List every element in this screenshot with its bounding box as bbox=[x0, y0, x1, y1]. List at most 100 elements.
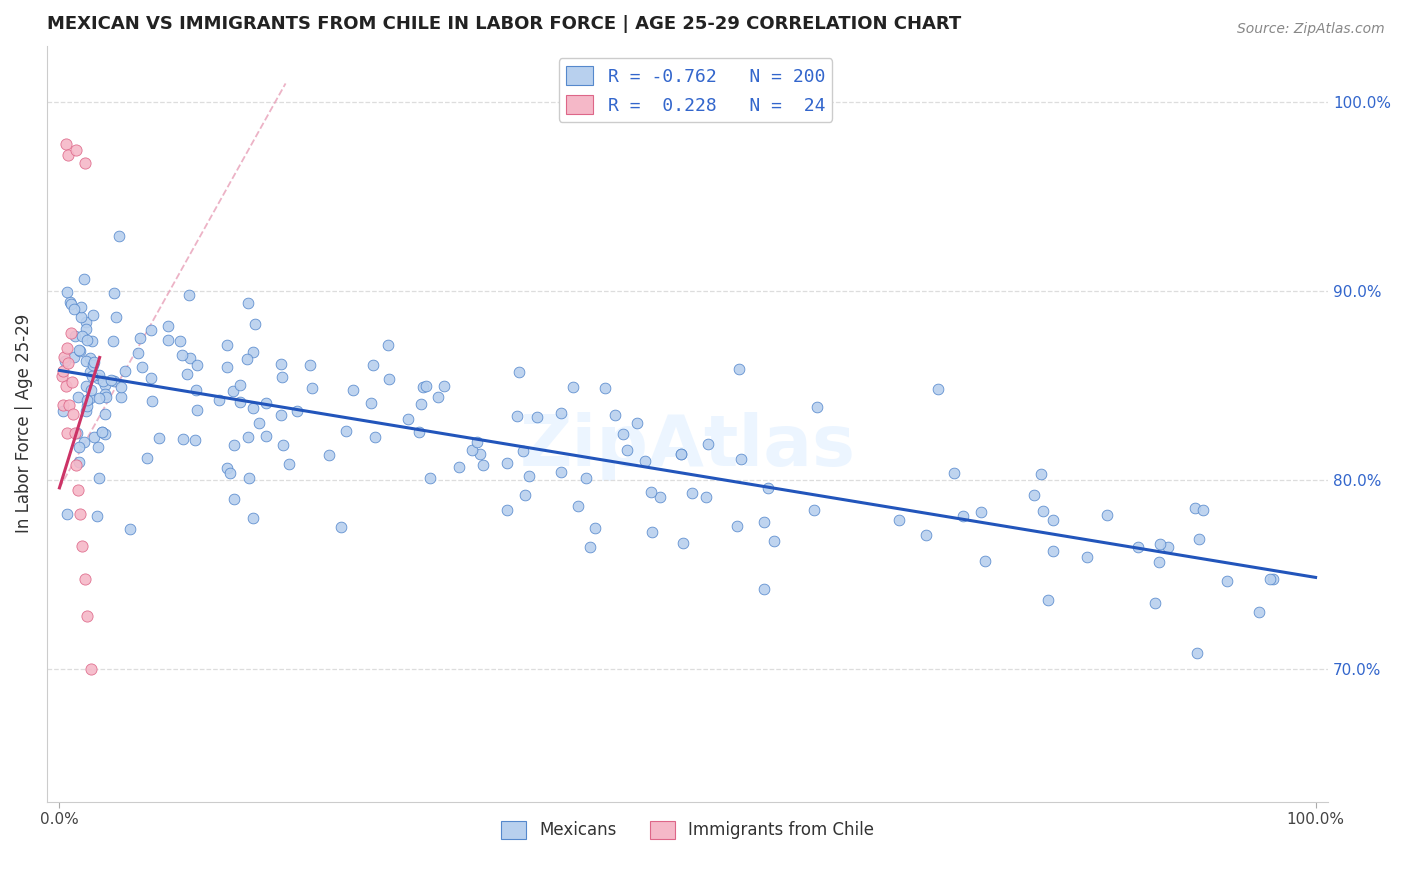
Point bbox=[229, 378, 252, 392]
Point bbox=[242, 401, 264, 416]
Point bbox=[1036, 593, 1059, 607]
Point bbox=[80, 369, 103, 384]
Point bbox=[51, 369, 73, 384]
Point bbox=[55, 379, 77, 393]
Point bbox=[254, 396, 277, 410]
Point bbox=[756, 481, 779, 495]
Point bbox=[242, 345, 264, 359]
Point bbox=[1261, 572, 1284, 586]
Point bbox=[148, 431, 170, 445]
Point bbox=[75, 379, 97, 393]
Point bbox=[75, 404, 97, 418]
Point bbox=[409, 397, 432, 411]
Point bbox=[65, 143, 87, 157]
Point bbox=[107, 229, 129, 244]
Point bbox=[93, 387, 115, 401]
Point bbox=[943, 467, 966, 481]
Point bbox=[184, 434, 207, 448]
Point bbox=[87, 368, 110, 382]
Point bbox=[1216, 574, 1239, 588]
Point bbox=[59, 326, 82, 340]
Point bbox=[55, 136, 77, 151]
Point bbox=[1188, 532, 1211, 546]
Point bbox=[806, 401, 828, 415]
Point bbox=[270, 369, 292, 384]
Point bbox=[973, 554, 995, 568]
Point bbox=[56, 426, 79, 441]
Text: MEXICAN VS IMMIGRANTS FROM CHILE IN LABOR FORCE | AGE 25-29 CORRELATION CHART: MEXICAN VS IMMIGRANTS FROM CHILE IN LABO… bbox=[46, 15, 962, 33]
Point bbox=[87, 440, 110, 454]
Point bbox=[889, 513, 911, 527]
Point bbox=[1076, 549, 1098, 564]
Point bbox=[433, 378, 456, 392]
Point bbox=[59, 295, 82, 310]
Point bbox=[575, 471, 598, 485]
Point bbox=[67, 440, 90, 454]
Point bbox=[215, 460, 238, 475]
Point bbox=[59, 297, 82, 311]
Text: ZipAtlas: ZipAtlas bbox=[519, 412, 855, 481]
Point bbox=[254, 429, 277, 443]
Point bbox=[120, 522, 142, 536]
Point bbox=[1192, 503, 1215, 517]
Point bbox=[495, 456, 517, 470]
Point bbox=[70, 300, 93, 314]
Point bbox=[94, 407, 117, 421]
Point bbox=[412, 380, 434, 394]
Point bbox=[52, 364, 75, 378]
Point bbox=[470, 447, 492, 461]
Point bbox=[89, 471, 111, 485]
Point bbox=[763, 534, 786, 549]
Point bbox=[82, 308, 104, 322]
Point bbox=[526, 410, 548, 425]
Point bbox=[285, 403, 308, 417]
Point bbox=[73, 434, 96, 449]
Point bbox=[60, 375, 83, 389]
Point bbox=[301, 381, 323, 395]
Point bbox=[110, 390, 132, 404]
Point bbox=[94, 377, 117, 392]
Point bbox=[87, 391, 110, 405]
Point bbox=[129, 331, 152, 345]
Point bbox=[179, 351, 201, 365]
Point bbox=[238, 471, 260, 485]
Point bbox=[62, 407, 84, 421]
Point bbox=[172, 433, 194, 447]
Point bbox=[927, 383, 949, 397]
Point bbox=[221, 384, 243, 399]
Point bbox=[62, 302, 84, 317]
Point bbox=[640, 485, 662, 500]
Point bbox=[215, 338, 238, 352]
Point bbox=[69, 508, 91, 522]
Point bbox=[76, 334, 98, 348]
Legend: Mexicans, Immigrants from Chile: Mexicans, Immigrants from Chile bbox=[494, 814, 882, 847]
Text: Source: ZipAtlas.com: Source: ZipAtlas.com bbox=[1237, 22, 1385, 37]
Point bbox=[270, 409, 292, 423]
Point bbox=[1144, 596, 1167, 610]
Point bbox=[508, 365, 530, 379]
Point bbox=[69, 344, 91, 359]
Point bbox=[1029, 467, 1052, 481]
Point bbox=[1187, 646, 1209, 660]
Point bbox=[612, 427, 634, 442]
Point bbox=[66, 390, 89, 404]
Point bbox=[271, 438, 294, 452]
Point bbox=[139, 370, 162, 384]
Point bbox=[75, 353, 97, 368]
Point bbox=[110, 380, 132, 394]
Point bbox=[318, 449, 340, 463]
Point bbox=[361, 358, 384, 372]
Point bbox=[52, 404, 75, 418]
Point bbox=[914, 528, 936, 542]
Point bbox=[53, 351, 76, 365]
Point bbox=[449, 460, 471, 475]
Point bbox=[1157, 540, 1180, 554]
Point bbox=[754, 515, 776, 529]
Point bbox=[695, 490, 717, 504]
Point bbox=[465, 434, 488, 449]
Point bbox=[1032, 504, 1054, 518]
Point bbox=[65, 458, 87, 473]
Point bbox=[52, 398, 75, 412]
Point bbox=[298, 358, 321, 372]
Point bbox=[73, 272, 96, 286]
